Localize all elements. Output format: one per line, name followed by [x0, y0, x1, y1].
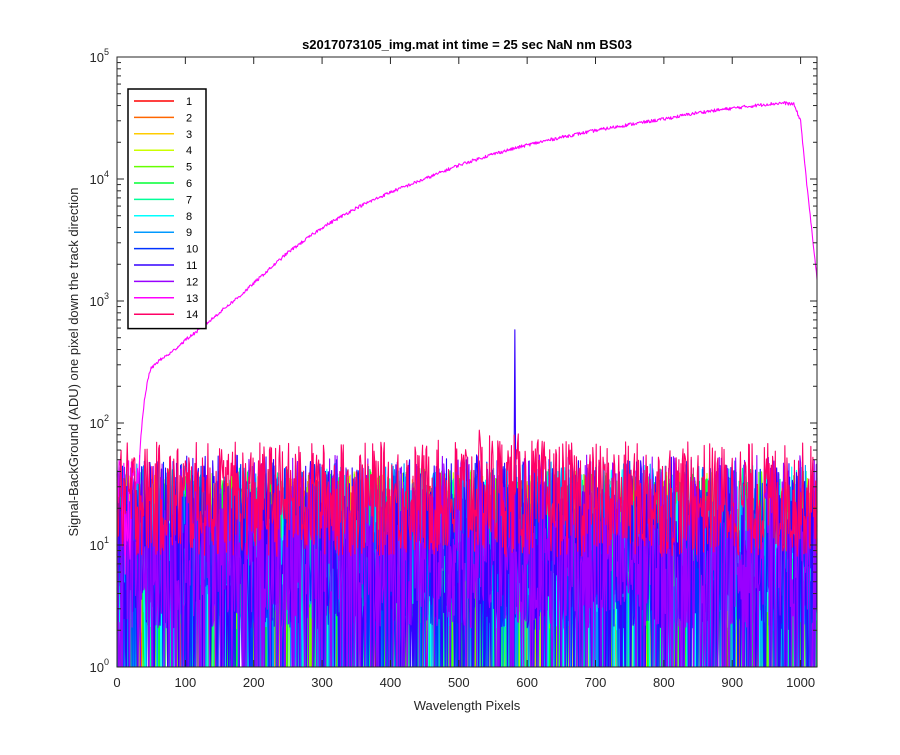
legend-label-7: 7	[186, 194, 192, 206]
legend-label-2: 2	[186, 112, 192, 124]
x-tick-label: 0	[113, 675, 120, 690]
legend-label-10: 10	[186, 244, 198, 256]
y-tick-label: 104	[90, 169, 109, 187]
x-tick-label: 300	[311, 675, 333, 690]
legend-label-8: 8	[186, 211, 192, 223]
legend-label-14: 14	[186, 309, 198, 321]
y-tick-label: 102	[90, 413, 109, 431]
legend-label-12: 12	[186, 276, 198, 288]
series-line-14	[116, 429, 818, 558]
series-line-13	[116, 101, 818, 575]
legend-label-13: 13	[186, 293, 198, 305]
x-tick-label: 800	[653, 675, 675, 690]
legend-label-9: 9	[186, 227, 192, 239]
x-tick-label: 600	[516, 675, 538, 690]
x-tick-label: 500	[448, 675, 470, 690]
axes-box	[116, 56, 818, 668]
legend-label-11: 11	[186, 260, 197, 272]
x-tick-label: 700	[585, 675, 607, 690]
x-tick-label: 200	[243, 675, 265, 690]
x-tick-label: 100	[175, 675, 197, 690]
legend-box	[127, 88, 207, 330]
legend-label-3: 3	[186, 129, 192, 141]
y-axis-label: Signal-BackGround (ADU) one pixel down t…	[66, 187, 81, 536]
legend-label-6: 6	[186, 178, 192, 190]
x-tick-label: 400	[380, 675, 402, 690]
y-tick-label: 100	[90, 657, 109, 675]
chart-title: s2017073105_img.mat int time = 25 sec Na…	[302, 37, 632, 52]
y-tick-label: 103	[90, 291, 109, 309]
x-tick-label: 900	[721, 675, 743, 690]
ticks-layer: 0 100 200 300 400 500 600 700 800 900 100010010110…	[90, 47, 817, 690]
x-tick-label: 1000	[786, 675, 815, 690]
legend-label-1: 1	[186, 96, 192, 108]
legend-label-4: 4	[186, 145, 192, 157]
y-tick-label: 105	[90, 47, 109, 65]
y-tick-label: 101	[90, 535, 109, 553]
x-axis-label: Wavelength Pixels	[414, 698, 521, 713]
legend-label-5: 5	[186, 162, 192, 174]
